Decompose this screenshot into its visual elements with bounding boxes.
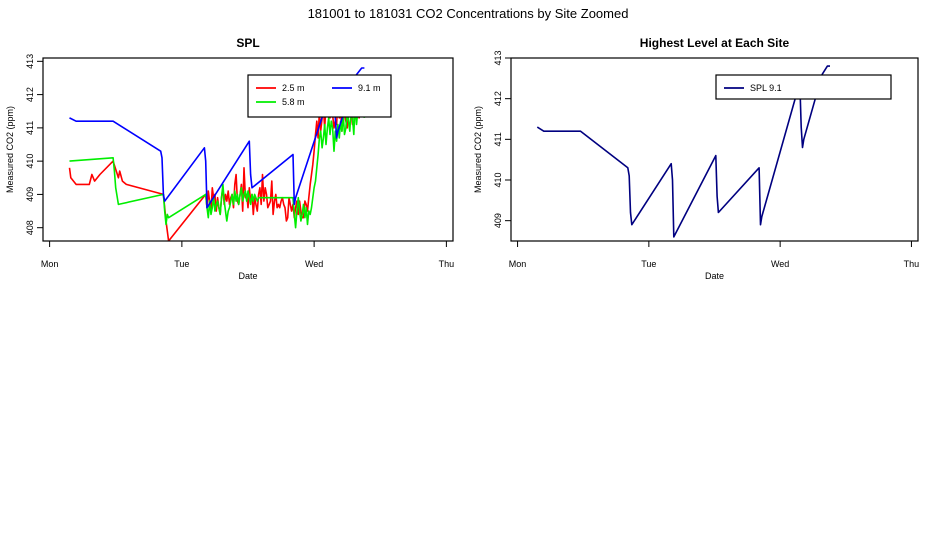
- y-axis-label: Measured CO2 (ppm): [473, 106, 483, 193]
- plot-frame: [510, 57, 919, 242]
- series-line-5_8-m: [69, 97, 366, 229]
- series-line-9_1-m: [69, 67, 365, 209]
- y-tick-label: 413: [493, 50, 503, 65]
- x-axis-label: Date: [705, 271, 724, 281]
- figure-suptitle: 181001 to 181031 CO2 Concentrations by S…: [308, 6, 629, 21]
- panel-1: SPL Mon Tue Wed Thu Date 408 409 410 411 412 413 Mea…: [5, 36, 454, 281]
- x-tick-label: Mon: [509, 259, 527, 269]
- legend-label: 9.1 m: [358, 83, 381, 93]
- y-tick-label: 409: [493, 213, 503, 228]
- x-tick-label: Thu: [904, 259, 920, 269]
- y-tick-label: 409: [25, 187, 35, 202]
- y-tick-label: 410: [493, 172, 503, 187]
- y-tick-label: 411: [493, 132, 503, 146]
- series-group: [68, 67, 366, 241]
- panel-title: SPL: [236, 36, 259, 50]
- legend: SPL 9.1: [715, 74, 892, 100]
- legend-box: [715, 74, 892, 100]
- x-tick-label: Mon: [41, 259, 59, 269]
- legend-label: 2.5 m: [282, 83, 305, 93]
- y-axis-label: Measured CO2 (ppm): [5, 106, 15, 193]
- x-tick-label: Wed: [305, 259, 323, 269]
- x-tick-label: Tue: [174, 259, 189, 269]
- x-tick-label: Wed: [771, 259, 789, 269]
- y-tick-label: 412: [493, 91, 503, 106]
- x-axis-label: Date: [238, 271, 257, 281]
- y-tick-label: 410: [25, 154, 35, 169]
- x-tick-label: Tue: [641, 259, 656, 269]
- legend-box: [247, 74, 392, 118]
- series-group: [536, 65, 830, 238]
- series-line-SPL-9_1: [536, 65, 830, 238]
- plot-frame: [42, 57, 454, 242]
- legend-label: SPL 9.1: [750, 83, 782, 93]
- y-tick-label: 411: [25, 121, 35, 135]
- y-tick-label: 412: [25, 87, 35, 102]
- legend-label: 5.8 m: [282, 97, 305, 107]
- x-tick-label: Thu: [439, 259, 455, 269]
- y-tick-label: 408: [25, 220, 35, 235]
- legend: 2.5 m 5.8 m 9.1 m: [247, 74, 392, 118]
- y-tick-label: 413: [25, 54, 35, 69]
- panel-2: Highest Level at Each Site Mon Tue Wed Thu Da…: [473, 36, 919, 281]
- panel-title: Highest Level at Each Site: [640, 36, 790, 50]
